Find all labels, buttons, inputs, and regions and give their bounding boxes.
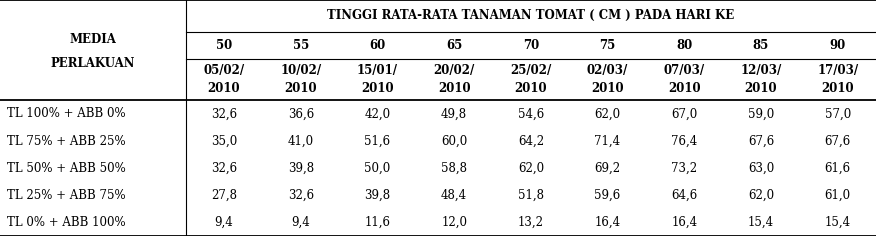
Text: 80: 80 xyxy=(676,39,692,52)
Text: 67,6: 67,6 xyxy=(748,135,774,148)
Text: 57,0: 57,0 xyxy=(824,107,851,120)
Text: 85: 85 xyxy=(752,39,769,52)
Text: 42,0: 42,0 xyxy=(364,107,391,120)
Text: 58,8: 58,8 xyxy=(442,162,467,175)
Text: 39,8: 39,8 xyxy=(287,162,314,175)
Text: 60,0: 60,0 xyxy=(441,135,467,148)
Text: 15/01/: 15/01/ xyxy=(357,64,398,77)
Text: 71,4: 71,4 xyxy=(595,135,620,148)
Text: 15,4: 15,4 xyxy=(824,216,851,229)
Text: 59,6: 59,6 xyxy=(595,189,621,202)
Text: TINGGI RATA-RATA TANAMAN TOMAT ( CM ) PADA HARI KE: TINGGI RATA-RATA TANAMAN TOMAT ( CM ) PA… xyxy=(328,9,734,22)
Text: 39,8: 39,8 xyxy=(364,189,391,202)
Text: 05/02/: 05/02/ xyxy=(203,64,244,77)
Text: 10/02/: 10/02/ xyxy=(280,64,321,77)
Text: 36,6: 36,6 xyxy=(287,107,314,120)
Text: 9,4: 9,4 xyxy=(292,216,310,229)
Text: 55: 55 xyxy=(293,39,309,52)
Text: 76,4: 76,4 xyxy=(671,135,697,148)
Text: 48,4: 48,4 xyxy=(442,189,467,202)
Text: 63,0: 63,0 xyxy=(748,162,774,175)
Text: 64,2: 64,2 xyxy=(518,135,544,148)
Text: 11,6: 11,6 xyxy=(364,216,391,229)
Text: 49,8: 49,8 xyxy=(442,107,467,120)
Text: 73,2: 73,2 xyxy=(671,162,697,175)
Text: 17/03/: 17/03/ xyxy=(817,64,858,77)
Text: 32,6: 32,6 xyxy=(211,162,237,175)
Text: 41,0: 41,0 xyxy=(287,135,314,148)
Text: 16,4: 16,4 xyxy=(595,216,620,229)
Text: 51,6: 51,6 xyxy=(364,135,391,148)
Text: 20/02/: 20/02/ xyxy=(434,64,475,77)
Text: TL 100% + ABB 0%: TL 100% + ABB 0% xyxy=(7,107,125,120)
Text: TL 75% + ABB 25%: TL 75% + ABB 25% xyxy=(7,135,125,148)
Text: TL 50% + ABB 50%: TL 50% + ABB 50% xyxy=(7,162,126,175)
Text: 35,0: 35,0 xyxy=(211,135,237,148)
Text: 2010: 2010 xyxy=(822,82,854,95)
Text: 60: 60 xyxy=(370,39,385,52)
Text: 67,0: 67,0 xyxy=(671,107,697,120)
Text: 12,0: 12,0 xyxy=(442,216,467,229)
Text: 2010: 2010 xyxy=(438,82,470,95)
Text: 2010: 2010 xyxy=(285,82,317,95)
Text: 25/02/: 25/02/ xyxy=(510,64,552,77)
Text: 2010: 2010 xyxy=(668,82,701,95)
Text: PERLAKUAN: PERLAKUAN xyxy=(51,57,135,70)
Text: 90: 90 xyxy=(830,39,845,52)
Text: 62,0: 62,0 xyxy=(595,107,620,120)
Text: 50,0: 50,0 xyxy=(364,162,391,175)
Text: 27,8: 27,8 xyxy=(211,189,237,202)
Text: 62,0: 62,0 xyxy=(748,189,774,202)
Text: 07/03/: 07/03/ xyxy=(664,64,705,77)
Text: TL 25% + ABB 75%: TL 25% + ABB 75% xyxy=(7,189,125,202)
Text: 2010: 2010 xyxy=(514,82,548,95)
Text: 61,6: 61,6 xyxy=(824,162,851,175)
Text: 13,2: 13,2 xyxy=(518,216,544,229)
Text: 59,0: 59,0 xyxy=(748,107,774,120)
Text: 50: 50 xyxy=(216,39,232,52)
Text: TL 0% + ABB 100%: TL 0% + ABB 100% xyxy=(7,216,125,229)
Text: 65: 65 xyxy=(446,39,463,52)
Text: 15,4: 15,4 xyxy=(748,216,774,229)
Text: 9,4: 9,4 xyxy=(215,216,233,229)
Text: 75: 75 xyxy=(599,39,616,52)
Text: 2010: 2010 xyxy=(591,82,624,95)
Text: 70: 70 xyxy=(523,39,539,52)
Text: 2010: 2010 xyxy=(361,82,394,95)
Text: MEDIA: MEDIA xyxy=(69,33,117,46)
Text: 64,6: 64,6 xyxy=(671,189,697,202)
Text: 32,6: 32,6 xyxy=(211,107,237,120)
Text: 32,6: 32,6 xyxy=(287,189,314,202)
Text: 2010: 2010 xyxy=(745,82,777,95)
Text: 02/03/: 02/03/ xyxy=(587,64,628,77)
Text: 62,0: 62,0 xyxy=(518,162,544,175)
Text: 69,2: 69,2 xyxy=(595,162,620,175)
Text: 12/03/: 12/03/ xyxy=(740,64,781,77)
Text: 61,0: 61,0 xyxy=(824,189,851,202)
Text: 54,6: 54,6 xyxy=(518,107,544,120)
Text: 16,4: 16,4 xyxy=(671,216,697,229)
Text: 51,8: 51,8 xyxy=(518,189,544,202)
Text: 2010: 2010 xyxy=(208,82,240,95)
Text: 67,6: 67,6 xyxy=(824,135,851,148)
